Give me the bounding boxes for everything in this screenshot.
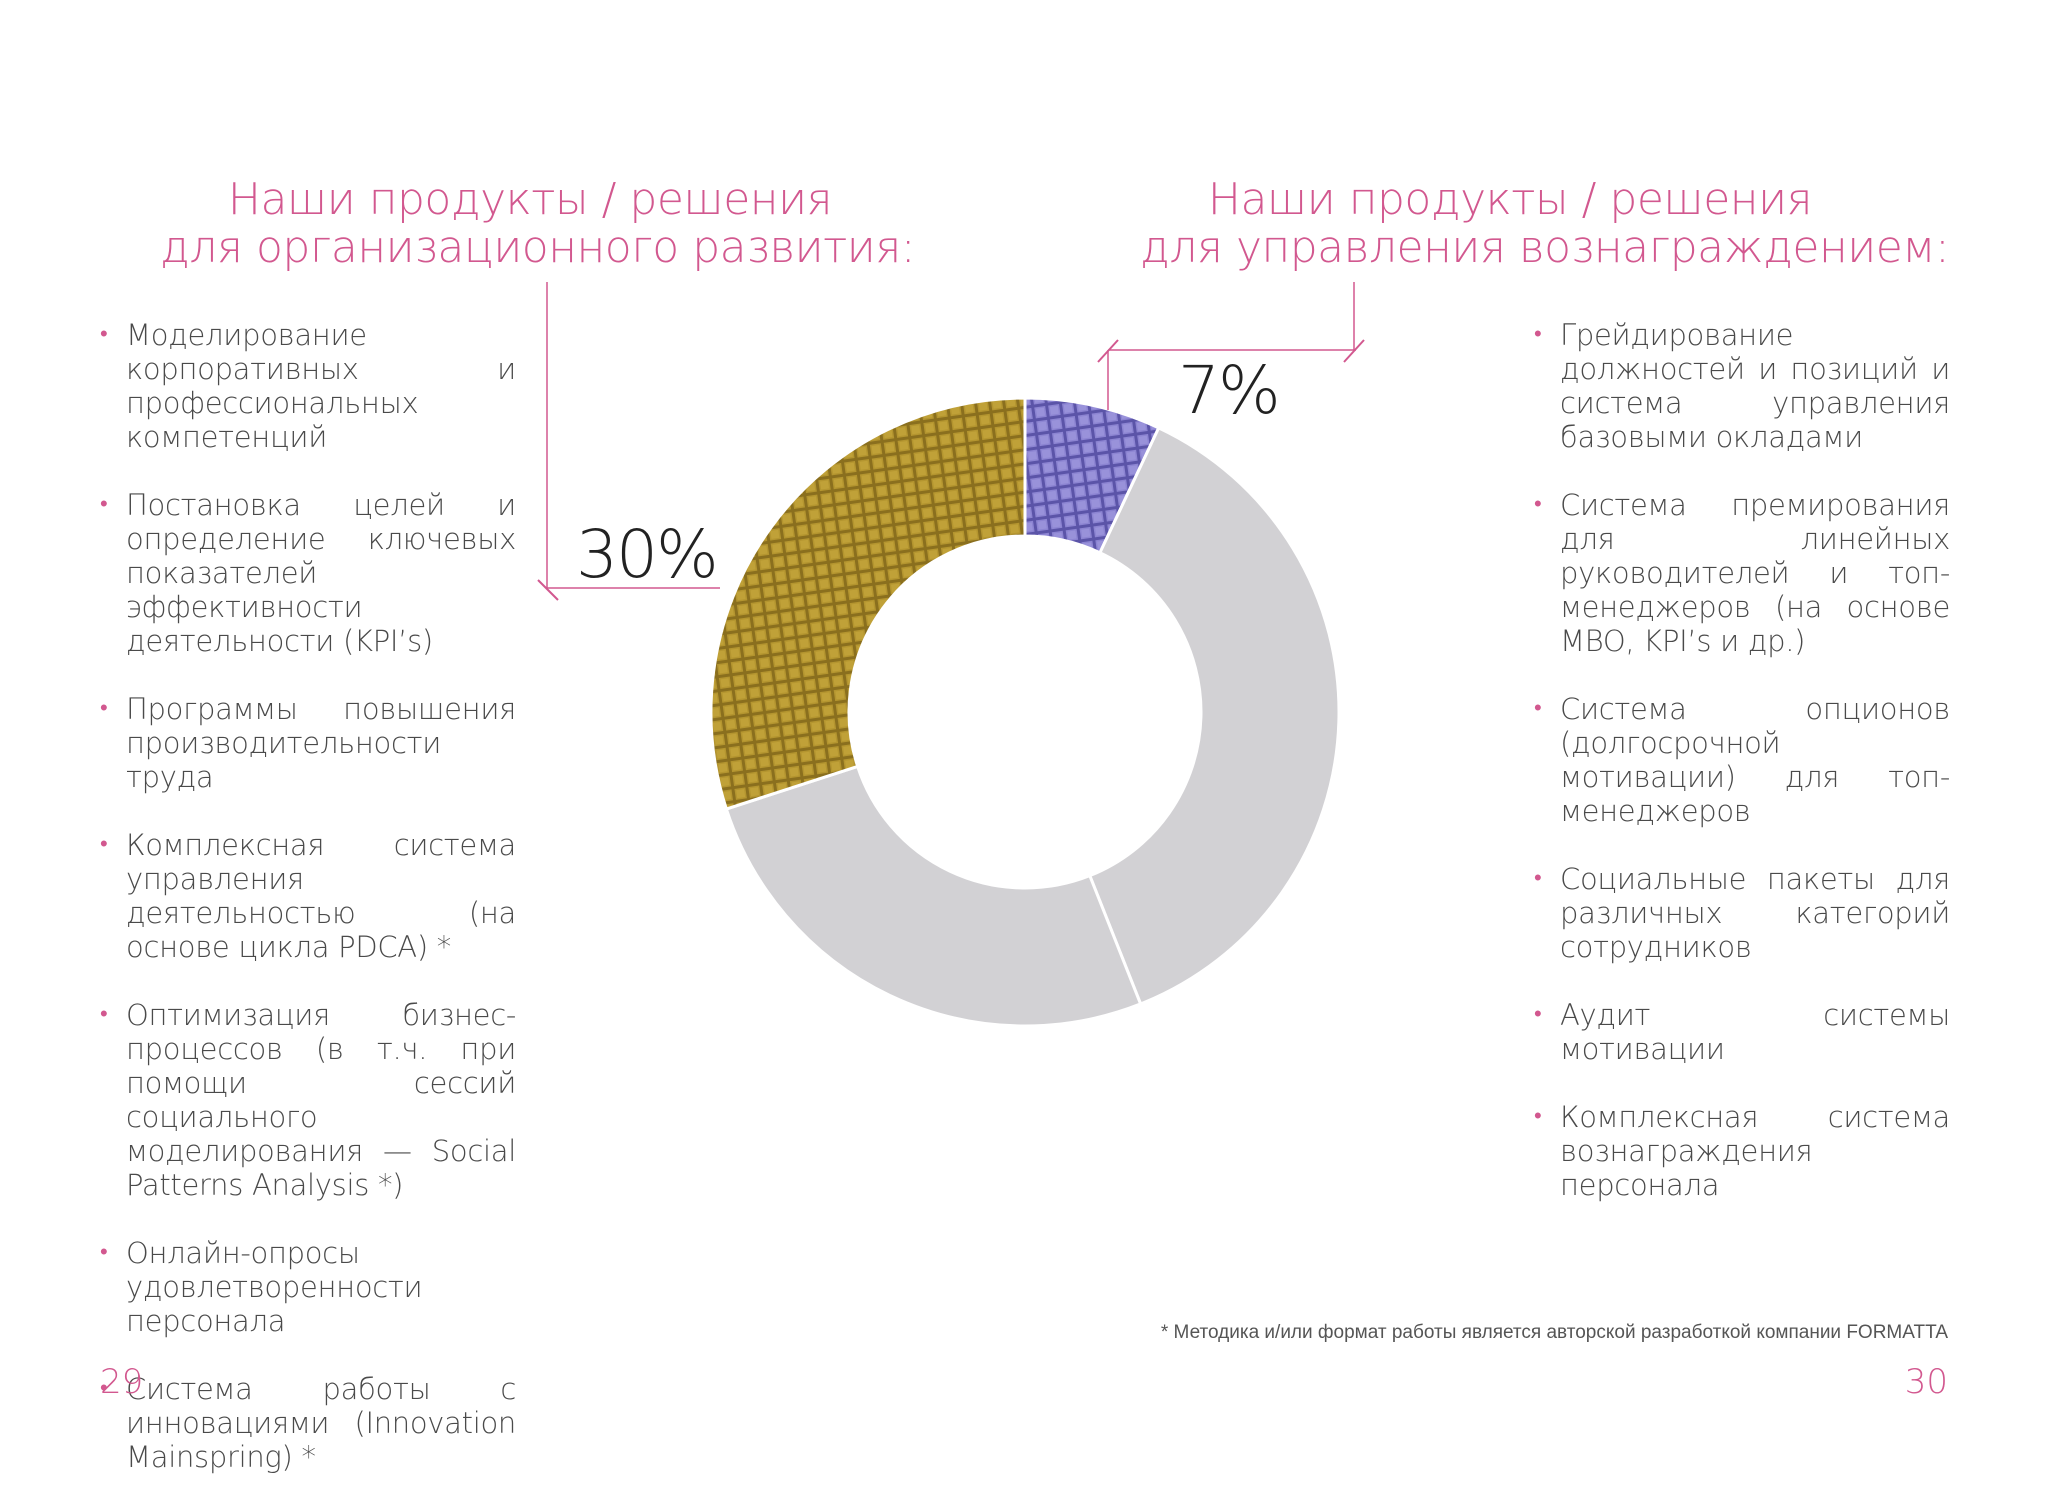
left-heading: Наши продукты / решения для организацион… [160,174,916,273]
list-item: Система премирования для линейных руково… [1530,488,1950,658]
slice-label-30: 30% [576,516,719,593]
right-heading-line1: Наши продукты / решения [1207,174,1813,225]
page-number-right: 30 [1904,1362,1948,1402]
callout-tick-30 [537,579,559,601]
list-item: Оптимизация бизнес-процессов (в т.ч. при… [96,998,516,1202]
donut-chart [537,282,1365,1028]
list-item: Система работы с инновациями (Innovation… [96,1372,516,1474]
page-number-left: 29 [100,1362,144,1402]
list-item: Моделирование корпоративных и профессион… [96,318,516,454]
right-heading: Наши продукты / решения для управления в… [1140,174,1950,273]
list-item: Постановка целей и определение ключевых … [96,488,516,658]
list-item: Социальные пакеты для различных категори… [1530,862,1950,964]
donut-slice-3 [709,396,1027,811]
list-item: Комплексная система вознаграждения персо… [1530,1100,1950,1202]
callout-tick-7a [1097,339,1119,363]
list-item: Аудит системы мотивации [1530,998,1950,1066]
left-product-list: Моделирование корпоративных и профессион… [96,318,516,1508]
slice-label-7: 7% [1178,352,1281,429]
right-product-list: Грейдирование должностей и позиций и сис… [1530,318,1950,1236]
list-item: Грейдирование должностей и позиций и сис… [1530,318,1950,454]
list-item: Программы повышения производительности т… [96,692,516,794]
list-item: Онлайн-опросы удовлетворенности персонал… [96,1236,516,1338]
donut-slice-2 [724,764,1143,1028]
callout-tick-7b [1343,339,1365,363]
right-heading-line2: для управления вознаграждением: [1140,222,1950,273]
donut-slice-1 [1087,425,1341,1006]
footnote: * Методика и/или формат работы является … [1160,1322,1948,1343]
left-heading-line1: Наши продукты / решения [227,174,833,225]
left-heading-line2: для организационного развития: [160,222,916,273]
list-item: Комплексная система управления деятельно… [96,828,516,964]
list-item: Система опционов (долгосрочной мотивации… [1530,692,1950,828]
